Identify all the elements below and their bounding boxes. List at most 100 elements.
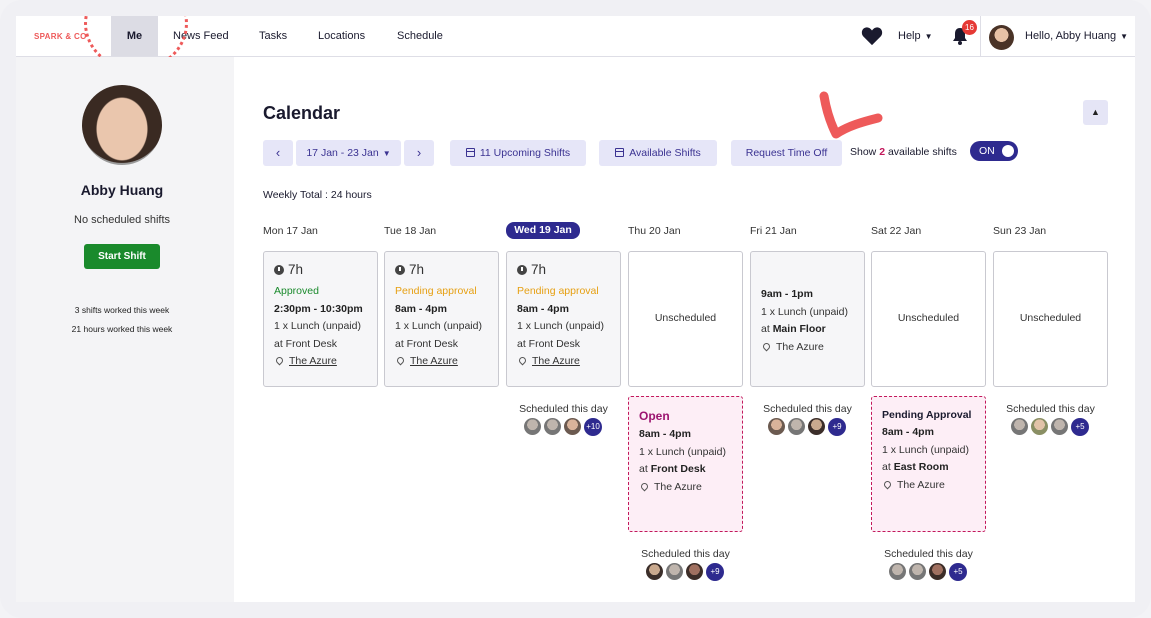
chevron-down-icon: ▼ bbox=[382, 149, 391, 158]
location-name: The Azure bbox=[776, 340, 824, 353]
collapse-button[interactable]: ▲ bbox=[1083, 100, 1108, 125]
scheduled-avatars-sat[interactable]: +5 bbox=[889, 563, 967, 581]
shift-location: The Azure bbox=[274, 353, 377, 371]
scheduled-this-day-label: Scheduled this day bbox=[641, 548, 730, 560]
user-greeting: Hello, Abby Huang bbox=[1025, 30, 1117, 42]
date-range-dropdown[interactable]: 17 Jan - 23 Jan ▼ bbox=[296, 140, 401, 166]
shift-break: 1 x Lunch (unpaid) bbox=[882, 443, 969, 456]
shift-location: The Azure bbox=[761, 339, 864, 357]
avatar bbox=[768, 418, 785, 435]
nav-item-tasks[interactable]: Tasks bbox=[259, 30, 288, 42]
scheduled-avatars-wed[interactable]: +10 bbox=[524, 418, 602, 436]
scheduled-avatars-thu[interactable]: +9 bbox=[646, 563, 724, 581]
location-pin-icon bbox=[761, 341, 772, 351]
weekly-total: Weekly Total : 24 hours bbox=[263, 189, 372, 201]
area-prefix: at bbox=[882, 461, 891, 473]
nav-item-schedule[interactable]: Schedule bbox=[397, 30, 443, 42]
day-header-mon: Mon 17 Jan bbox=[263, 225, 318, 237]
shift-break: 1 x Lunch (unpaid) bbox=[761, 305, 848, 318]
avatar bbox=[1051, 418, 1068, 435]
user-menu[interactable]: Hello, Abby Huang ▼ bbox=[1025, 16, 1128, 57]
clock-icon bbox=[395, 265, 405, 275]
scheduled-this-day-label: Scheduled this day bbox=[763, 403, 852, 415]
area-prefix: at bbox=[761, 323, 770, 335]
shift-hours: 7h bbox=[395, 262, 498, 277]
location-pin-icon bbox=[395, 355, 406, 366]
shift-area: at Main Floor bbox=[761, 321, 864, 339]
scheduled-this-day-label: Scheduled this day bbox=[1006, 403, 1095, 415]
day-header-tue: Tue 18 Jan bbox=[384, 225, 437, 237]
shift-time: 2:30pm - 10:30pm bbox=[274, 302, 363, 315]
shift-card-wed[interactable]: 7h Pending approval 8am - 4pm 1 x Lunch … bbox=[506, 251, 621, 387]
profile-name: Abby Huang bbox=[80, 182, 164, 198]
shift-time: 8am - 4pm bbox=[639, 428, 691, 440]
shifts-worked-stat: 3 shifts worked this week bbox=[74, 305, 170, 315]
location-link[interactable]: The Azure bbox=[289, 355, 337, 367]
more-avatars-badge: +5 bbox=[949, 563, 967, 581]
start-shift-button[interactable]: Start Shift bbox=[84, 244, 160, 269]
shift-location: The Azure bbox=[639, 479, 742, 497]
day-header-thu: Thu 20 Jan bbox=[628, 225, 681, 237]
shift-location: The Azure bbox=[395, 353, 498, 371]
day-header-sat: Sat 22 Jan bbox=[871, 225, 922, 237]
scheduled-this-day-label: Scheduled this day bbox=[884, 548, 973, 560]
brand-logo[interactable]: SPARK & CO bbox=[34, 32, 87, 41]
page-title: Calendar bbox=[263, 103, 341, 123]
nav-item-locations[interactable]: Locations bbox=[318, 30, 366, 42]
shift-card-mon[interactable]: 7h Approved 2:30pm - 10:30pm 1 x Lunch (… bbox=[263, 251, 378, 387]
day-card-sat: Unscheduled bbox=[871, 251, 986, 387]
nav-item-me[interactable]: Me bbox=[111, 16, 158, 56]
unscheduled-text: Unscheduled bbox=[897, 312, 960, 324]
location-link[interactable]: The Azure bbox=[532, 355, 580, 367]
shift-hours-value: 7h bbox=[409, 262, 425, 277]
nav-item-news-feed[interactable]: News Feed bbox=[173, 30, 229, 42]
avatar bbox=[564, 418, 581, 435]
unscheduled-text: Unscheduled bbox=[1019, 312, 1082, 324]
pending-shift-card-sat[interactable]: Pending Approval 8am - 4pm 1 x Lunch (un… bbox=[871, 396, 986, 532]
avatar bbox=[666, 563, 683, 580]
pending-shift-title: Pending Approval bbox=[882, 409, 972, 421]
toggle-knob bbox=[1002, 145, 1014, 157]
available-shifts-button[interactable]: Available Shifts bbox=[599, 140, 717, 166]
shift-hours-value: 7h bbox=[288, 262, 304, 277]
previous-week-button[interactable]: ‹ bbox=[263, 140, 293, 166]
next-week-button[interactable]: › bbox=[404, 140, 434, 166]
app-window: SPARK & CO Me News Feed Tasks Locations … bbox=[16, 16, 1135, 602]
request-time-off-button[interactable]: Request Time Off bbox=[731, 140, 842, 166]
calendar-icon bbox=[615, 148, 625, 157]
shift-break: 1 x Lunch (unpaid) bbox=[639, 445, 726, 458]
notification-count-badge: 16 bbox=[962, 20, 977, 35]
avatar bbox=[909, 563, 926, 580]
shift-card-fri[interactable]: 9am - 1pm 1 x Lunch (unpaid) at Main Flo… bbox=[750, 251, 865, 387]
upcoming-shifts-button[interactable]: 11 Upcoming Shifts bbox=[450, 140, 586, 166]
more-avatars-badge: +10 bbox=[584, 418, 602, 436]
scheduled-avatars-sun[interactable]: +5 bbox=[1011, 418, 1089, 436]
scheduled-avatars-fri[interactable]: +9 bbox=[768, 418, 846, 436]
shift-area: at Front Desk bbox=[517, 337, 581, 350]
location-link[interactable]: The Azure bbox=[410, 355, 458, 367]
avatar bbox=[889, 563, 906, 580]
area-name: Front Desk bbox=[650, 463, 706, 475]
shift-hours-value: 7h bbox=[531, 262, 547, 277]
clock-icon bbox=[274, 265, 284, 275]
heart-icon[interactable] bbox=[861, 26, 883, 46]
shift-break: 1 x Lunch (unpaid) bbox=[274, 320, 361, 332]
shift-area: at Front Desk bbox=[274, 337, 338, 350]
day-header-fri: Fri 21 Jan bbox=[750, 225, 797, 237]
hours-worked-stat: 21 hours worked this week bbox=[71, 324, 173, 334]
show-available-toggle[interactable]: ON bbox=[970, 141, 1018, 161]
location-name: The Azure bbox=[897, 478, 945, 491]
avatar bbox=[646, 563, 663, 580]
more-avatars-badge: +9 bbox=[828, 418, 846, 436]
day-card-sun: Unscheduled bbox=[993, 251, 1108, 387]
shift-card-tue[interactable]: 7h Pending approval 8am - 4pm 1 x Lunch … bbox=[384, 251, 499, 387]
user-avatar[interactable] bbox=[989, 25, 1014, 50]
show-suffix: available shifts bbox=[887, 146, 957, 158]
shift-hours: 7h bbox=[274, 262, 377, 277]
avatar bbox=[788, 418, 805, 435]
open-shift-card-thu[interactable]: Open 8am - 4pm 1 x Lunch (unpaid) at Fro… bbox=[628, 396, 743, 532]
upcoming-shifts-label: 11 Upcoming Shifts bbox=[479, 147, 571, 159]
help-menu[interactable]: Help ▼ bbox=[898, 16, 933, 57]
top-nav: SPARK & CO Me News Feed Tasks Locations … bbox=[16, 16, 1135, 71]
avatar bbox=[808, 418, 825, 435]
